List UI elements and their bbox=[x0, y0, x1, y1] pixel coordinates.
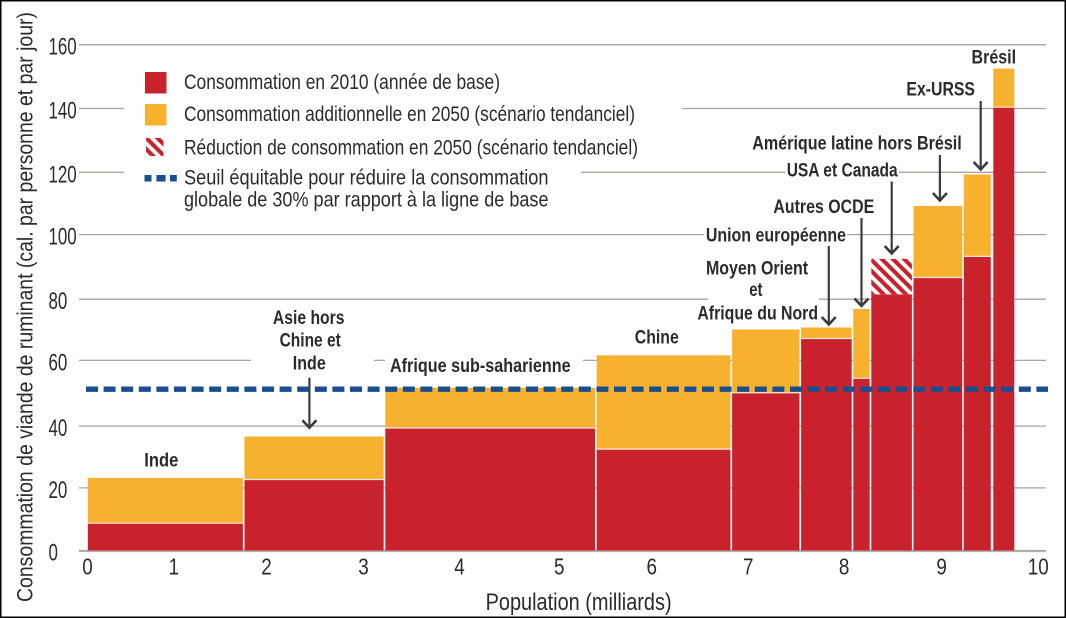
svg-text:Inde: Inde bbox=[144, 450, 178, 472]
svg-text:Consommation en 2010 (année de: Consommation en 2010 (année de base) bbox=[184, 70, 500, 94]
svg-text:Afrique du Nord: Afrique du Nord bbox=[697, 302, 818, 324]
svg-text:Afrique sub-saharienne: Afrique sub-saharienne bbox=[390, 355, 571, 377]
svg-text:160: 160 bbox=[49, 34, 77, 61]
svg-text:60: 60 bbox=[49, 349, 68, 376]
svg-text:10: 10 bbox=[1028, 554, 1049, 580]
svg-text:1: 1 bbox=[169, 554, 180, 580]
svg-text:4: 4 bbox=[454, 554, 465, 580]
svg-text:80: 80 bbox=[49, 288, 68, 315]
svg-text:120: 120 bbox=[49, 161, 77, 188]
svg-text:et: et bbox=[749, 279, 763, 301]
svg-text:100: 100 bbox=[49, 224, 77, 251]
svg-text:0: 0 bbox=[82, 554, 93, 580]
svg-text:Chine: Chine bbox=[635, 327, 679, 349]
svg-text:40: 40 bbox=[49, 415, 68, 442]
svg-text:7: 7 bbox=[743, 554, 754, 580]
svg-text:5: 5 bbox=[554, 554, 565, 580]
svg-text:Seuil équitable pour réduire l: Seuil équitable pour réduire la consomma… bbox=[184, 166, 549, 190]
svg-text:6: 6 bbox=[647, 554, 658, 580]
svg-text:Brésil: Brésil bbox=[972, 47, 1017, 69]
svg-text:9: 9 bbox=[936, 554, 947, 580]
svg-text:Autres OCDE: Autres OCDE bbox=[773, 196, 874, 218]
svg-text:globale de 30% par rapport à l: globale de 30% par rapport à la ligne de… bbox=[184, 188, 549, 212]
svg-text:Moyen Orient: Moyen Orient bbox=[706, 258, 809, 280]
svg-text:0: 0 bbox=[49, 540, 58, 567]
svg-text:Population (milliards): Population (milliards) bbox=[486, 589, 672, 616]
svg-text:2: 2 bbox=[261, 554, 272, 580]
svg-text:Inde: Inde bbox=[293, 353, 326, 375]
svg-text:Asie hors: Asie hors bbox=[273, 307, 345, 329]
svg-text:3: 3 bbox=[358, 554, 369, 580]
svg-text:Ex-URSS: Ex-URSS bbox=[906, 78, 975, 100]
svg-text:20: 20 bbox=[49, 477, 68, 504]
svg-text:Chine et: Chine et bbox=[280, 330, 342, 352]
svg-text:Union européenne: Union européenne bbox=[706, 225, 846, 247]
svg-text:Consommation additionnelle en: Consommation additionnelle en 2050 (scén… bbox=[184, 102, 635, 126]
svg-text:Consommation de viande de rumi: Consommation de viande de ruminant (cal.… bbox=[13, 12, 38, 602]
svg-text:USA et Canada: USA et Canada bbox=[787, 159, 898, 181]
svg-text:8: 8 bbox=[839, 554, 850, 580]
svg-text:Réduction de consommation en 2: Réduction de consommation en 2050 (scéna… bbox=[184, 136, 638, 160]
svg-text:140: 140 bbox=[49, 98, 77, 125]
svg-text:Amérique latine hors Brésil: Amérique latine hors Brésil bbox=[752, 133, 962, 155]
